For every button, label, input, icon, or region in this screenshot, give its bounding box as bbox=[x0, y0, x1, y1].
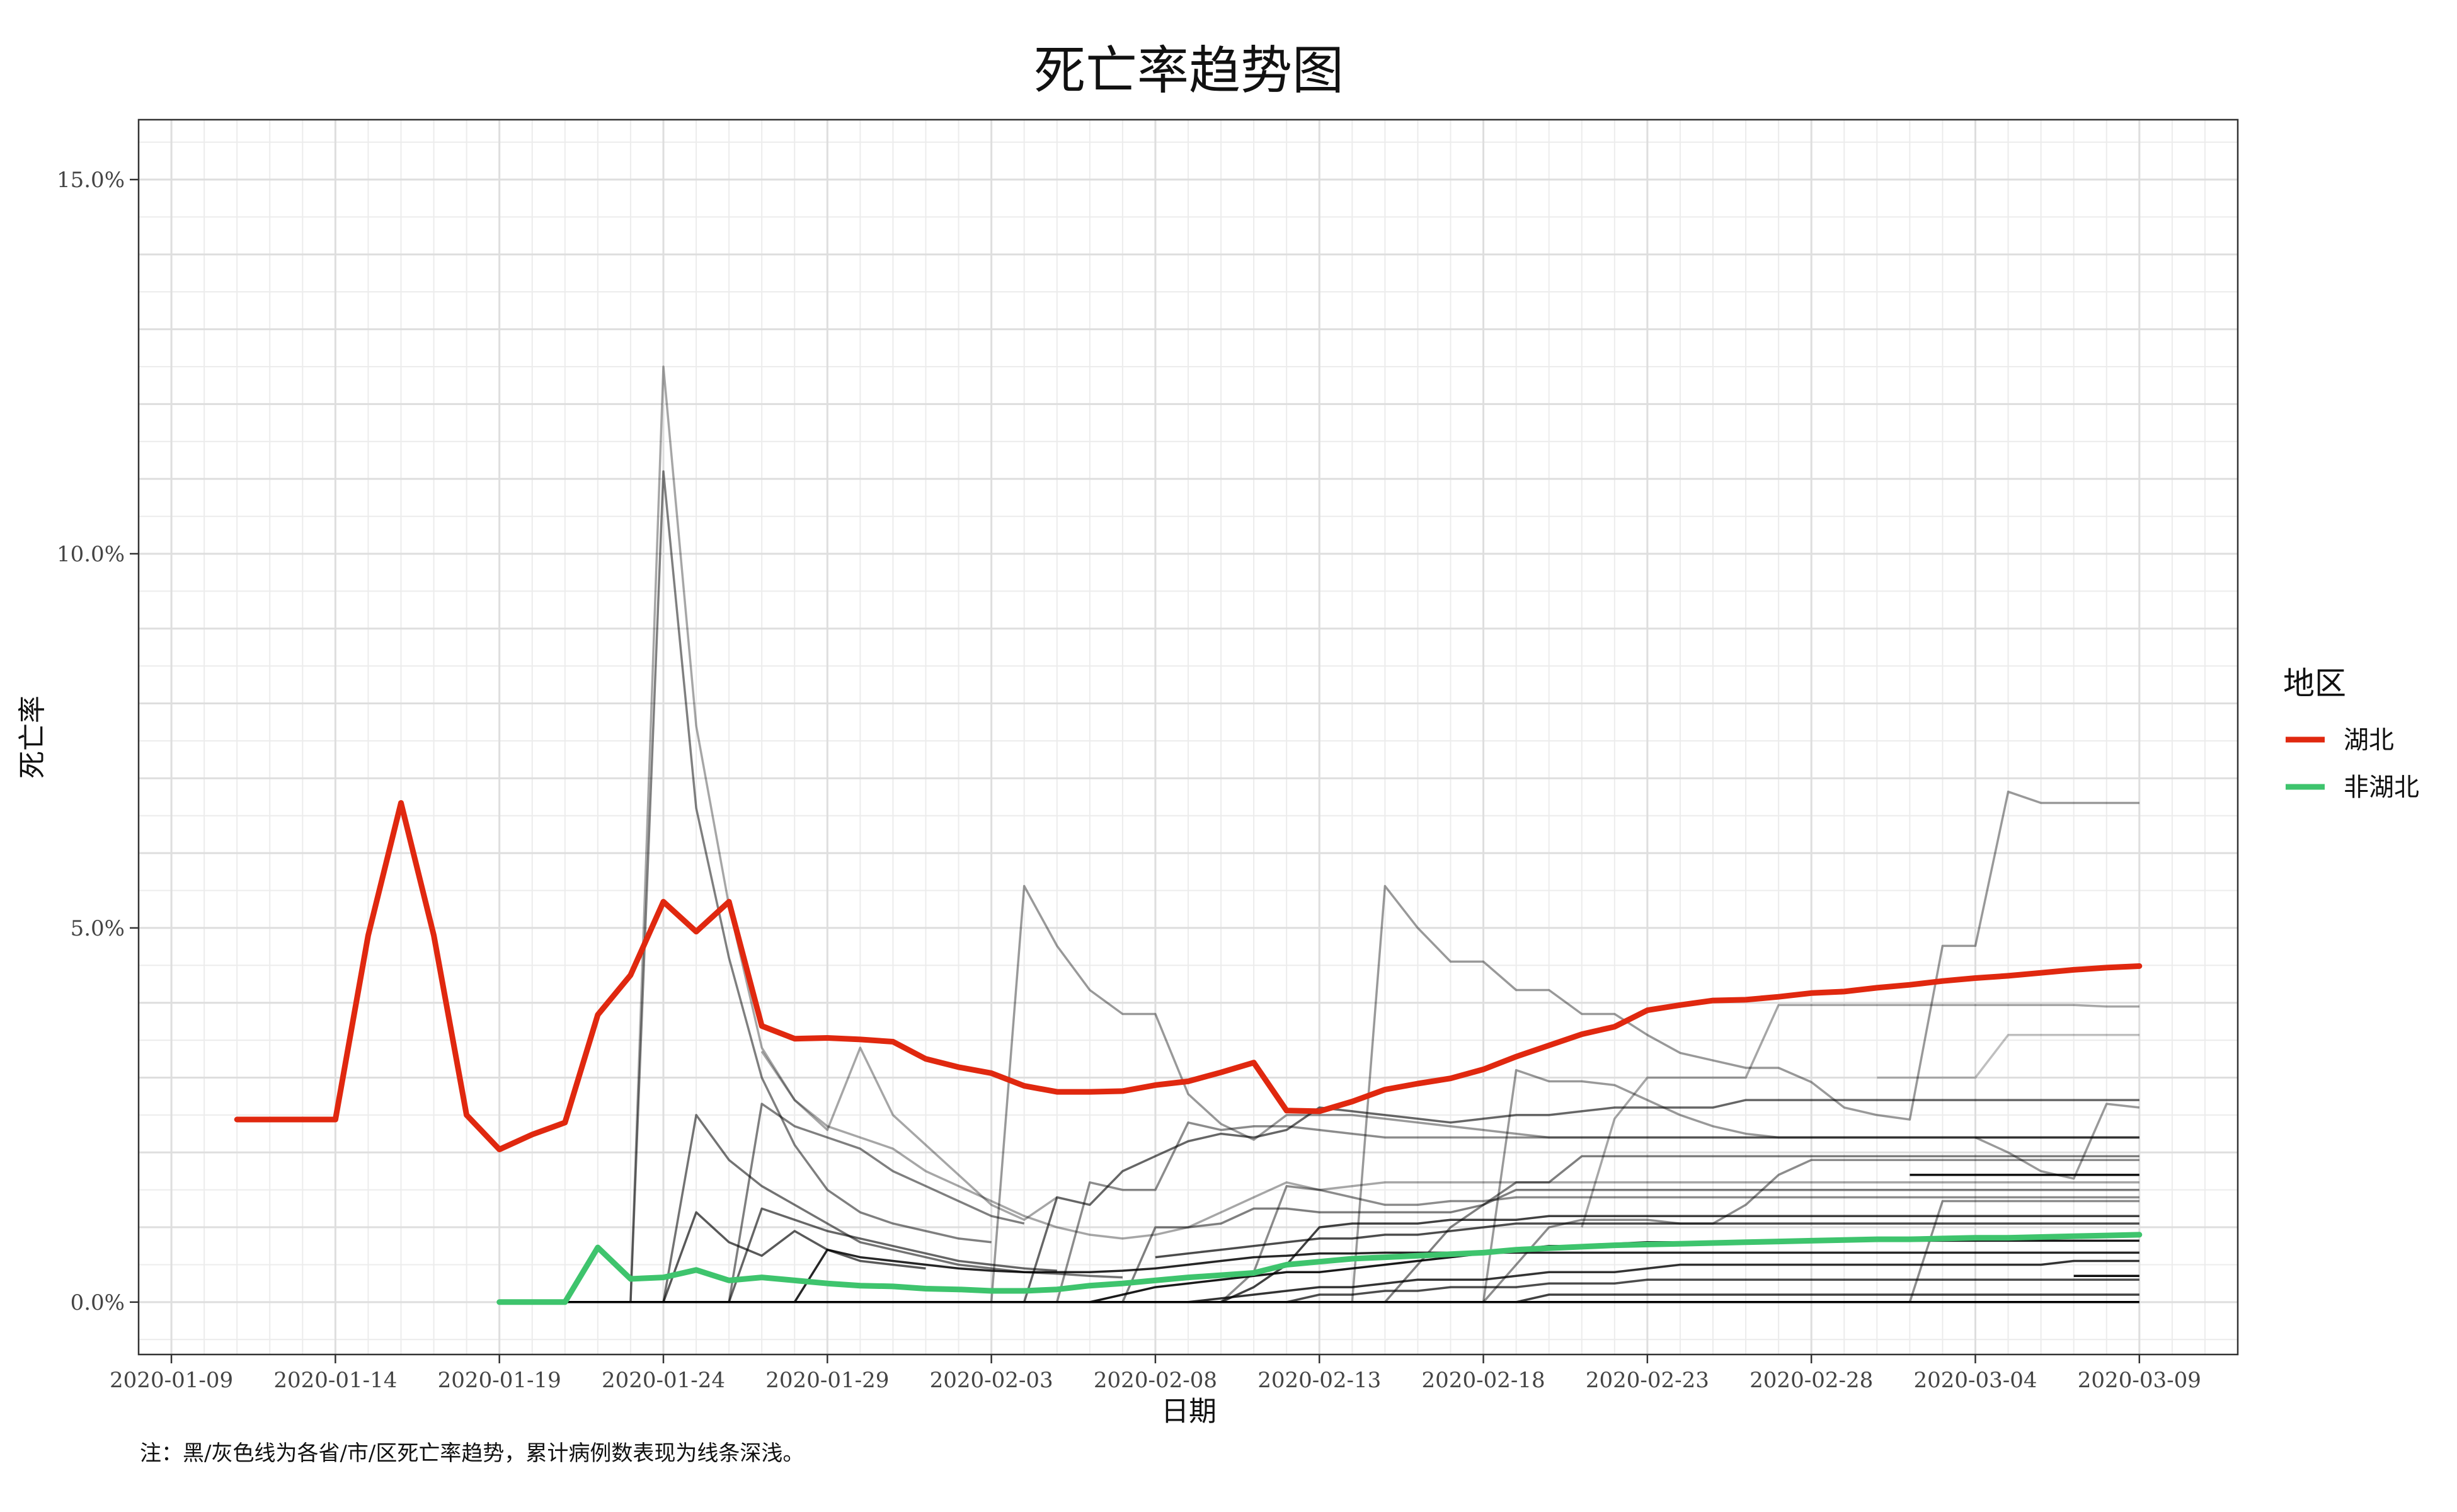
y-tick-label: 15.0% bbox=[57, 168, 125, 193]
legend-title: 地区 bbox=[2283, 665, 2346, 702]
y-axis-ticks: 0.0% 5.0% 10.0% 15.0% bbox=[57, 168, 139, 1315]
y-axis-title: 死亡率 bbox=[16, 696, 49, 779]
series-line-hubei bbox=[234, 800, 2143, 1152]
x-tick-label: 2020-02-23 bbox=[1586, 1368, 1709, 1393]
province-series-line bbox=[1056, 1121, 2139, 1303]
province-series-line bbox=[1908, 1200, 2139, 1303]
province-series-line bbox=[1023, 1099, 2139, 1303]
province-series-line bbox=[1974, 1102, 2139, 1180]
x-tick-label: 2020-03-09 bbox=[2078, 1368, 2201, 1393]
legend-label-non-hubei: 非湖北 bbox=[2344, 773, 2419, 802]
y-tick-label: 5.0% bbox=[71, 916, 125, 941]
x-tick-label: 2020-01-14 bbox=[273, 1368, 397, 1393]
chart-footnote: 注：黑/灰色线为各省/市/区死亡率趋势，累计病例数表现为线条深浅。 bbox=[140, 1441, 804, 1466]
province-series-line bbox=[1319, 790, 2139, 1303]
grid-lines bbox=[138, 120, 2238, 1354]
province-series-line bbox=[1188, 1215, 2139, 1303]
x-tick-label: 2020-01-29 bbox=[765, 1368, 889, 1393]
province-series-line bbox=[1220, 1184, 2139, 1303]
legend-label-hubei: 湖北 bbox=[2344, 726, 2394, 755]
series-line-non-hubei bbox=[496, 1232, 2143, 1305]
province-series-line bbox=[1877, 1034, 2139, 1079]
province-series-line bbox=[728, 1207, 1057, 1303]
province-series-line bbox=[1482, 1159, 2139, 1303]
x-tick-label: 2020-01-24 bbox=[602, 1368, 725, 1393]
province-series-line bbox=[1483, 1293, 2139, 1303]
x-axis-title: 日期 bbox=[1161, 1395, 1217, 1428]
province-series-line bbox=[662, 1211, 926, 1303]
province-series-line bbox=[760, 1050, 2139, 1240]
legend: 地区 湖北 非湖北 bbox=[2283, 665, 2419, 802]
x-tick-label: 2020-03-04 bbox=[1913, 1368, 2037, 1393]
province-series-line bbox=[1581, 1004, 2139, 1228]
province-series-line bbox=[1121, 1188, 2139, 1303]
x-tick-label: 2020-02-03 bbox=[930, 1368, 1053, 1393]
x-tick-label: 2020-02-28 bbox=[1750, 1368, 1873, 1393]
province-series-line bbox=[629, 470, 992, 1302]
province-series-line bbox=[1450, 1068, 2139, 1303]
province-series-line bbox=[1155, 1222, 2139, 1259]
province-series-line bbox=[1352, 1155, 2139, 1303]
x-tick-label: 2020-01-19 bbox=[438, 1368, 561, 1393]
province-series-line bbox=[1122, 1259, 2139, 1303]
province-series-line bbox=[1286, 1278, 2139, 1303]
x-axis-ticks: 2020-01-09 2020-01-14 2020-01-19 2020-01-24… bbox=[110, 1354, 2201, 1393]
plot-panel-border bbox=[137, 118, 2239, 1356]
x-tick-label: 2020-01-09 bbox=[110, 1368, 233, 1393]
main-series-lines bbox=[234, 800, 2143, 1305]
chart-title: 死亡率趋势图 bbox=[1034, 41, 1344, 101]
x-tick-label: 2020-02-18 bbox=[1422, 1368, 1545, 1393]
y-tick-label: 10.0% bbox=[57, 542, 125, 567]
y-tick-label: 0.0% bbox=[71, 1290, 125, 1315]
province-series-line bbox=[728, 1102, 1025, 1303]
province-series-line bbox=[629, 365, 1058, 1302]
x-tick-label: 2020-02-08 bbox=[1094, 1368, 1217, 1393]
x-tick-label: 2020-02-13 bbox=[1257, 1368, 1381, 1393]
